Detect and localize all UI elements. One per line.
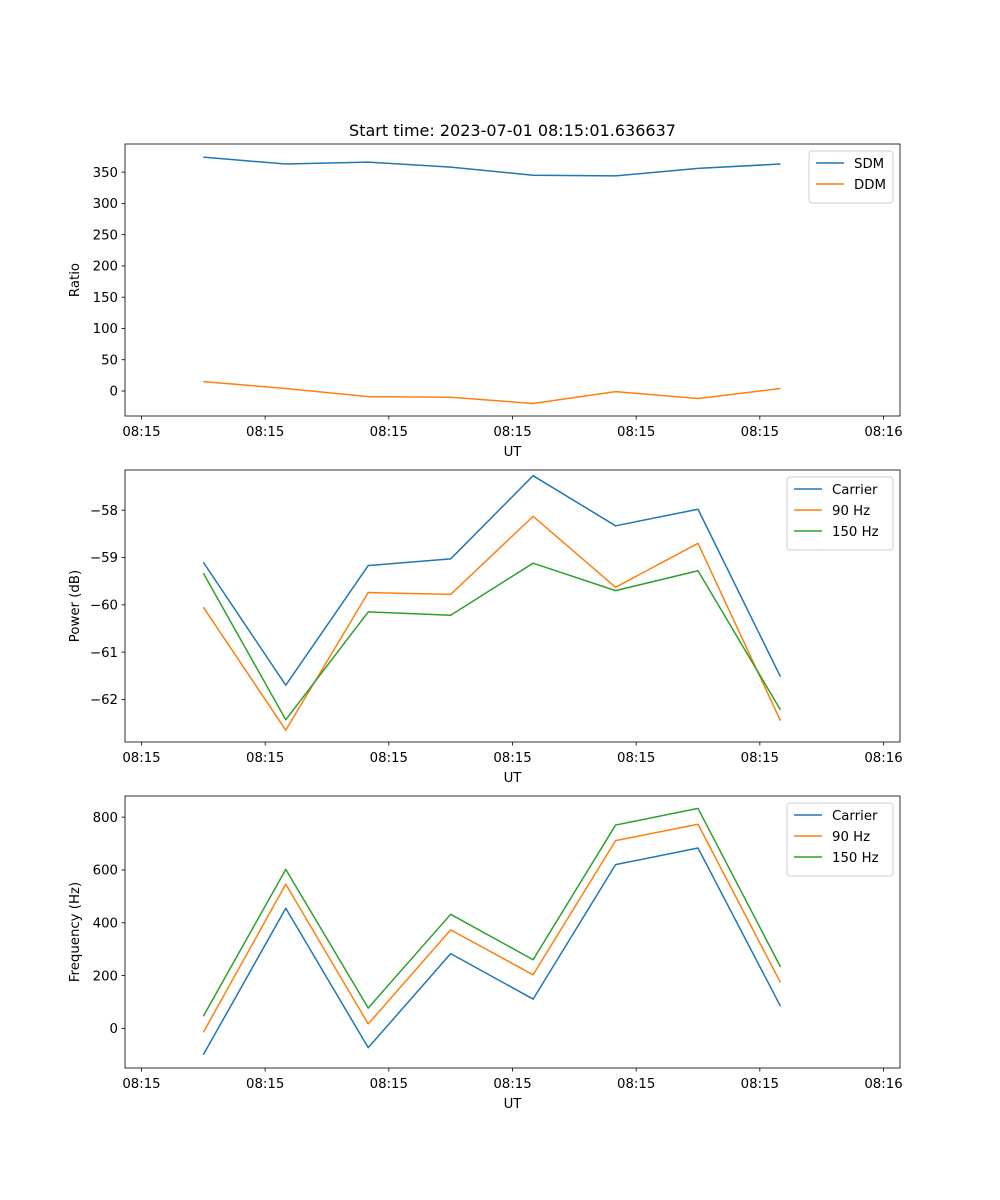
ratio-y-axis-label: Ratio <box>68 263 83 297</box>
frequency-x-tick-label: 08:15 <box>246 1077 284 1092</box>
frequency-series-150-hz-line <box>202 807 782 1017</box>
ratio-x-tick-label: 08:15 <box>246 425 284 440</box>
frequency-y-axis-label: Frequency (Hz) <box>68 882 83 982</box>
ratio-series-ddm-line <box>203 380 781 405</box>
frequency-y-tick-label: 0 <box>110 1022 118 1037</box>
power-y-tick-label: −59 <box>90 551 118 566</box>
ratio-legend-box <box>808 150 894 204</box>
power-x-tick-label: 08:15 <box>741 751 779 766</box>
power-legend-label-150-hz: 150 Hz <box>832 525 879 540</box>
frequency-legend-label-150-hz: 150 Hz <box>832 851 879 866</box>
power-y-tick-label: −62 <box>90 693 118 708</box>
ratio-y-tick-label: 200 <box>93 260 118 275</box>
ratio-x-axis-label: UT <box>504 445 523 460</box>
ratio-x-tick-label: 08:15 <box>617 425 655 440</box>
power-x-tick-label: 08:15 <box>493 751 531 766</box>
ratio-legend: SDM DDM <box>808 150 894 204</box>
power-series-90-hz-line <box>202 515 782 731</box>
ratio-series-sdm-line <box>203 156 781 177</box>
power-y-tick-label: −61 <box>90 646 118 661</box>
power-legend-label-carrier: Carrier <box>832 483 878 498</box>
frequency-series-carrier-line <box>202 847 782 1056</box>
power-x-tick-label: 08:15 <box>122 751 160 766</box>
power-x-tick-label: 08:15 <box>617 751 655 766</box>
frequency-legend: Carrier 90 Hz 150 Hz <box>786 802 894 877</box>
power-x-tick-label: 08:15 <box>370 751 408 766</box>
ratio-y-tick-label: 300 <box>93 197 118 212</box>
ratio-y-tick-label: 350 <box>93 166 118 181</box>
frequency-series-90-hz-line <box>202 823 782 1033</box>
power-y-tick-label: −60 <box>90 599 118 614</box>
frequency-legend-label-90-hz: 90 Hz <box>832 830 870 845</box>
ratio-y-tick-label: 0 <box>110 385 118 400</box>
ratio-panel: 08:15 08:15 08:15 08:15 08:15 08:15 08:16 0 50 10… <box>68 143 903 460</box>
ratio-y-tick-label: 50 <box>101 353 118 368</box>
frequency-y-tick-label: 400 <box>93 916 118 931</box>
frequency-x-tick-label: 08:15 <box>122 1077 160 1092</box>
figure-title: Start time: 2023-07-01 08:15:01.636637 <box>349 121 676 140</box>
power-series-carrier-line <box>202 474 782 686</box>
ratio-y-tick-label: 100 <box>93 322 118 337</box>
ratio-legend-label-ddm: DDM <box>854 178 886 193</box>
power-panel: 08:15 08:15 08:15 08:15 08:15 08:15 08:16 −62 −6… <box>68 469 903 786</box>
ratio-x-tick-label: 08:15 <box>122 425 160 440</box>
ratio-legend-label-sdm: SDM <box>854 157 884 172</box>
frequency-x-tick-label: 08:15 <box>617 1077 655 1092</box>
frequency-x-tick-label: 08:15 <box>741 1077 779 1092</box>
power-series-150-hz-line <box>202 562 782 721</box>
frequency-legend-label-carrier: Carrier <box>832 809 878 824</box>
ratio-axes-frame <box>124 143 901 417</box>
ratio-x-tick-label: 08:15 <box>370 425 408 440</box>
power-x-axis-label: UT <box>504 771 523 786</box>
ratio-x-tick-label: 08:15 <box>741 425 779 440</box>
power-x-tick-label: 08:15 <box>246 751 284 766</box>
ratio-y-tick-label: 150 <box>93 291 118 306</box>
frequency-x-tick-label: 08:15 <box>370 1077 408 1092</box>
frequency-y-tick-label: 600 <box>93 864 118 879</box>
power-y-tick-label: −58 <box>90 504 118 519</box>
ratio-x-tick-label: 08:16 <box>864 425 902 440</box>
frequency-y-tick-label: 800 <box>93 811 118 826</box>
ratio-x-tick-label: 08:15 <box>493 425 531 440</box>
frequency-panel: 08:15 08:15 08:15 08:15 08:15 08:15 08:16 0 200 4… <box>68 795 903 1112</box>
frequency-axes-frame <box>124 795 901 1069</box>
power-axes-frame <box>124 469 901 743</box>
frequency-x-tick-label: 08:15 <box>493 1077 531 1092</box>
power-legend-label-90-hz: 90 Hz <box>832 504 870 519</box>
frequency-y-tick-label: 200 <box>93 969 118 984</box>
power-legend: Carrier 90 Hz 150 Hz <box>786 476 894 551</box>
frequency-x-axis-label: UT <box>504 1097 523 1112</box>
power-y-axis-label: Power (dB) <box>68 570 83 642</box>
frequency-x-tick-label: 08:16 <box>864 1077 902 1092</box>
ratio-y-tick-label: 250 <box>93 228 118 243</box>
power-x-tick-label: 08:16 <box>864 751 902 766</box>
